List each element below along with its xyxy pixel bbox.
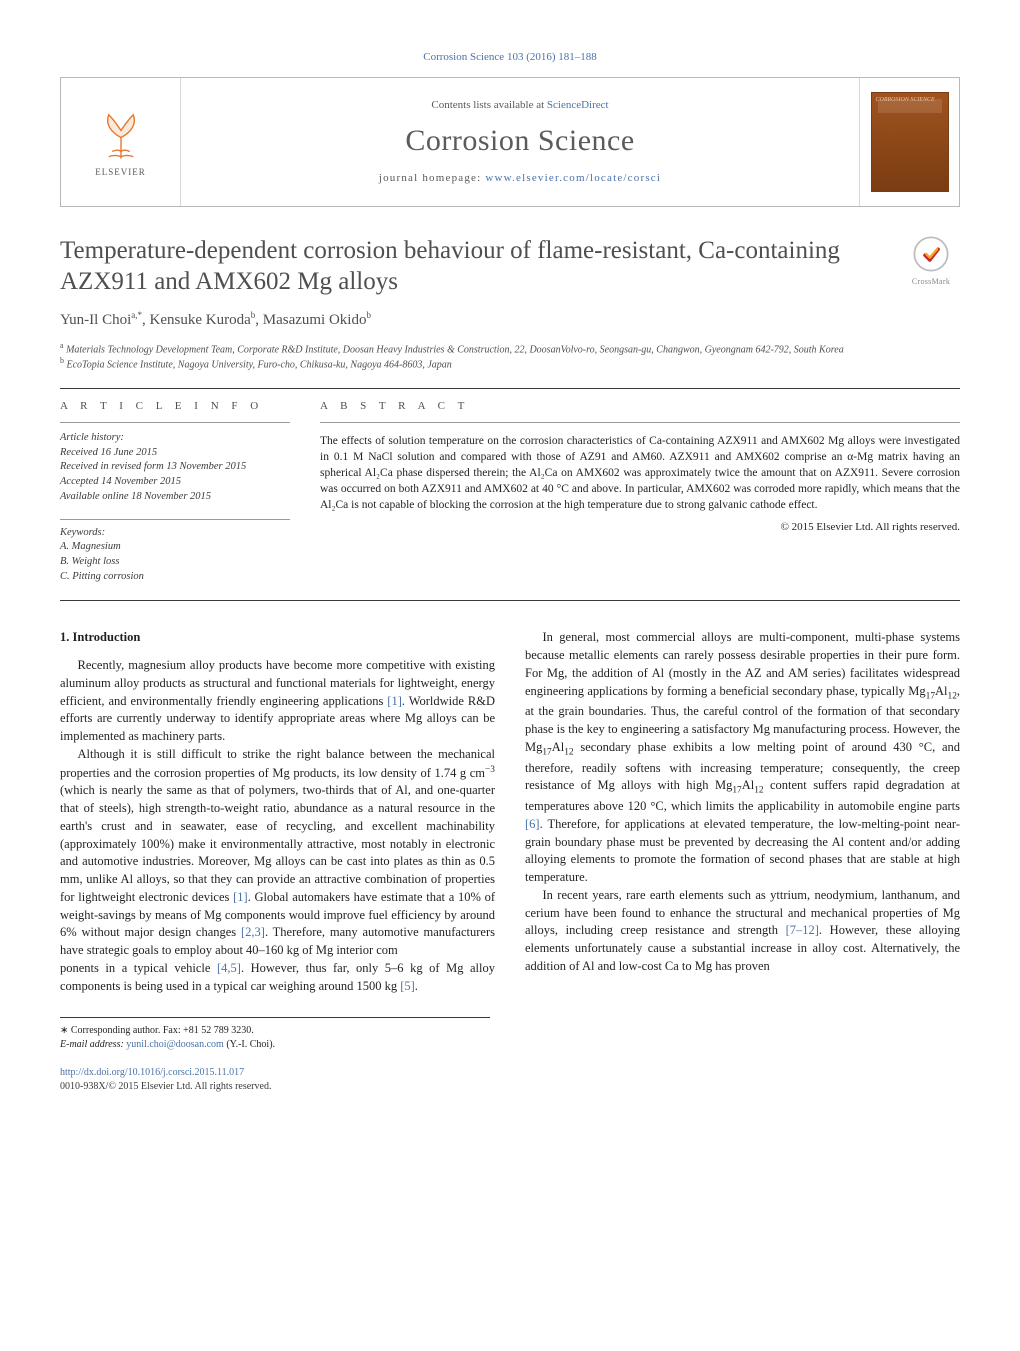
doi-link[interactable]: http://dx.doi.org/10.1016/j.corsci.2015.…: [60, 1066, 490, 1080]
contents-line: Contents lists available at ScienceDirec…: [431, 98, 608, 113]
footer: ∗ Corresponding author. Fax: +81 52 789 …: [60, 1017, 960, 1093]
keyword-1: A. Magnesium: [60, 540, 290, 555]
abstract-column: A B S T R A C T The effects of solution …: [320, 389, 960, 584]
abstract-text: The effects of solution temperature on t…: [320, 423, 960, 513]
body-p1: Recently, magnesium alloy products have …: [60, 657, 495, 746]
rule-bottom: [60, 600, 960, 601]
crossmark-icon: [912, 235, 950, 273]
authors: Yun-Il Choia,*, Kensuke Kurodab, Masazum…: [60, 309, 960, 330]
crossmark-label: CrossMark: [902, 277, 960, 288]
rule-kw: [60, 519, 290, 520]
sciencedirect-link[interactable]: ScienceDirect: [547, 99, 609, 111]
affiliations: a Materials Technology Development Team,…: [60, 341, 960, 373]
history-label: Article history:: [60, 431, 290, 446]
corr-email[interactable]: yunil.choi@doosan.com: [126, 1039, 224, 1050]
affiliation-a-text: Materials Technology Development Team, C…: [66, 344, 844, 355]
contents-prefix: Contents lists available at: [431, 99, 546, 111]
article-info-column: A R T I C L E I N F O Article history: R…: [60, 389, 290, 584]
elsevier-tree-icon: [93, 106, 149, 162]
section-1-heading: 1. Introduction: [60, 629, 495, 647]
online: Available online 18 November 2015: [60, 490, 290, 505]
keywords-block: Keywords: A. Magnesium B. Weight loss C.…: [60, 519, 290, 585]
affiliation-b-text: EcoTopia Science Institute, Nagoya Unive…: [67, 360, 452, 371]
body-p2: Although it is still difficult to strike…: [60, 746, 495, 960]
journal-reference: Corrosion Science 103 (2016) 181–188: [60, 50, 960, 65]
journal-name: Corrosion Science: [405, 121, 634, 162]
journal-cover-thumb: CORROSION SCIENCE: [871, 92, 949, 192]
article-title: Temperature-dependent corrosion behaviou…: [60, 235, 902, 298]
article-history: Article history: Received 16 June 2015 R…: [60, 423, 290, 504]
received: Received 16 June 2015: [60, 446, 290, 461]
cover-thumb-title: CORROSION SCIENCE: [876, 97, 944, 103]
abstract-heading: A B S T R A C T: [320, 389, 960, 422]
masthead: ELSEVIER Contents lists available at Sci…: [60, 77, 960, 207]
publisher-logo-cell: ELSEVIER: [61, 78, 181, 206]
body-p2-cont: ponents in a typical vehicle [4,5]. Howe…: [60, 960, 495, 996]
body-p3: In general, most commercial alloys are m…: [525, 629, 960, 887]
issn-line: 0010-938X/© 2015 Elsevier Ltd. All right…: [60, 1080, 490, 1094]
corresponding-author: ∗ Corresponding author. Fax: +81 52 789 …: [60, 1017, 490, 1052]
affiliation-a: a Materials Technology Development Team,…: [60, 341, 960, 357]
page: Corrosion Science 103 (2016) 181–188 ELS…: [0, 0, 1020, 1143]
affiliation-b: b EcoTopia Science Institute, Nagoya Uni…: [60, 356, 960, 372]
keywords-label: Keywords:: [60, 526, 290, 541]
homepage-line: journal homepage: www.elsevier.com/locat…: [379, 171, 661, 186]
body-columns: 1. Introduction Recently, magnesium allo…: [60, 629, 960, 995]
masthead-center: Contents lists available at ScienceDirec…: [181, 78, 859, 206]
homepage-prefix: journal homepage:: [379, 172, 486, 184]
body-p4: In recent years, rare earth elements suc…: [525, 887, 960, 976]
article-info-heading: A R T I C L E I N F O: [60, 389, 290, 422]
crossmark-badge[interactable]: CrossMark: [902, 235, 960, 288]
cover-thumb-cell: CORROSION SCIENCE: [859, 78, 959, 206]
keyword-3: C. Pitting corrosion: [60, 570, 290, 585]
elsevier-wordmark: ELSEVIER: [95, 166, 146, 178]
revised: Received in revised form 13 November 201…: [60, 460, 290, 475]
keyword-2: B. Weight loss: [60, 555, 290, 570]
corr-label: ∗ Corresponding author. Fax: +81 52 789 …: [60, 1024, 490, 1038]
abstract-copyright: © 2015 Elsevier Ltd. All rights reserved…: [320, 520, 960, 535]
corr-who: (Y.-I. Choi).: [224, 1039, 275, 1050]
accepted: Accepted 14 November 2015: [60, 475, 290, 490]
homepage-link[interactable]: www.elsevier.com/locate/corsci: [485, 172, 661, 184]
email-label: E-mail address:: [60, 1039, 126, 1050]
